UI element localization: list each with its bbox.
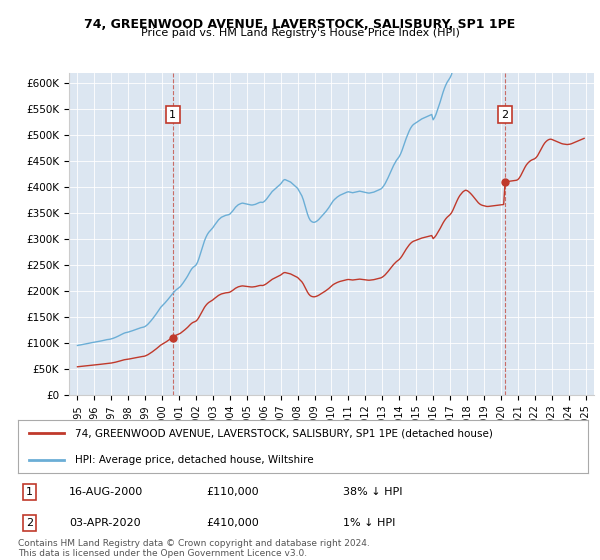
Text: HPI: Average price, detached house, Wiltshire: HPI: Average price, detached house, Wilt… — [75, 455, 314, 465]
Text: Price paid vs. HM Land Registry's House Price Index (HPI): Price paid vs. HM Land Registry's House … — [140, 28, 460, 38]
Text: £110,000: £110,000 — [206, 487, 259, 497]
Text: £410,000: £410,000 — [206, 518, 259, 528]
Text: 03-APR-2020: 03-APR-2020 — [70, 518, 141, 528]
Text: 74, GREENWOOD AVENUE, LAVERSTOCK, SALISBURY, SP1 1PE: 74, GREENWOOD AVENUE, LAVERSTOCK, SALISB… — [85, 18, 515, 31]
Text: Contains HM Land Registry data © Crown copyright and database right 2024.
This d: Contains HM Land Registry data © Crown c… — [18, 539, 370, 558]
Text: 1: 1 — [169, 110, 176, 120]
Text: 1: 1 — [26, 487, 33, 497]
Text: 2: 2 — [26, 518, 33, 528]
Text: 1% ↓ HPI: 1% ↓ HPI — [343, 518, 395, 528]
Text: 74, GREENWOOD AVENUE, LAVERSTOCK, SALISBURY, SP1 1PE (detached house): 74, GREENWOOD AVENUE, LAVERSTOCK, SALISB… — [75, 428, 493, 438]
Text: 38% ↓ HPI: 38% ↓ HPI — [343, 487, 403, 497]
Text: 2: 2 — [502, 110, 509, 120]
Text: 16-AUG-2000: 16-AUG-2000 — [70, 487, 143, 497]
